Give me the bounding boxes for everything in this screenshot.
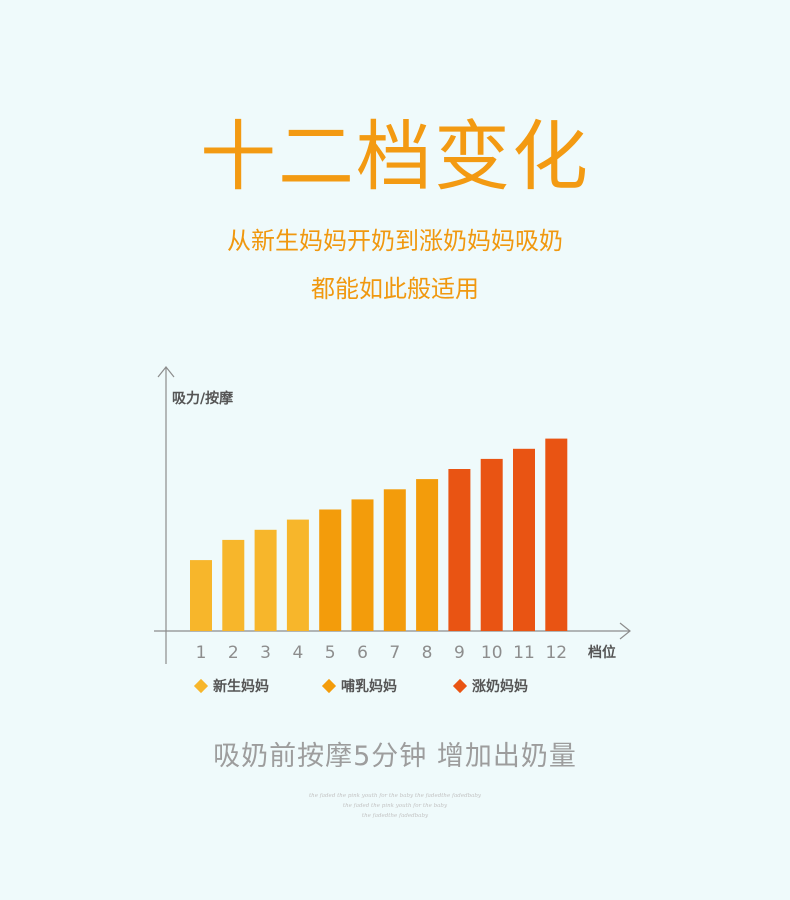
x-tick-label: 5 — [325, 643, 336, 663]
y-axis-label: 吸力/按摩 — [172, 390, 234, 407]
x-tick-label: 4 — [292, 643, 303, 663]
tagline: 吸奶前按摩5分钟 增加出奶量 — [213, 741, 577, 772]
bar-level-1 — [190, 560, 212, 631]
x-tick-labels: 1 2 3 4 5 6 7 8 9 10 11 12 — [196, 643, 568, 663]
bar-level-7 — [383, 489, 406, 632]
bar-level-9 — [448, 469, 471, 631]
page-title: 十二档变化 — [200, 112, 590, 201]
x-tick-label: 11 — [513, 643, 535, 663]
x-tick-label: 12 — [545, 643, 567, 663]
x-tick-label: 1 — [196, 643, 207, 663]
x-tick-label: 10 — [481, 643, 503, 663]
legend-label: 新生妈妈 — [213, 678, 269, 695]
subtitle-line-1: 从新生妈妈开奶到涨奶妈妈吸奶 — [227, 227, 563, 255]
bar-level-2 — [222, 539, 245, 631]
bar-level-12 — [545, 438, 568, 631]
legend-marker-icon — [452, 678, 468, 694]
subtitle-line-2: 都能如此般适用 — [311, 275, 479, 303]
fine-print-line-3: the fadedthe fadedbaby — [361, 813, 429, 819]
x-tick-label: 2 — [228, 643, 239, 663]
y-axis-arrow — [157, 366, 175, 378]
x-tick-label: 3 — [260, 643, 271, 663]
decorative-fine-print: the faded the pink youth for the baby th… — [0, 791, 790, 821]
fine-print-line-2: the faded the pink youth for the baby — [342, 803, 448, 809]
x-tick-label: 7 — [389, 643, 400, 663]
x-tick-label: 9 — [454, 643, 465, 663]
x-axis-arrow — [619, 622, 631, 640]
bar-level-8 — [416, 479, 439, 631]
chart-legend: 新生妈妈 哺乳妈妈 涨奶妈妈 — [193, 678, 528, 695]
legend-label: 哺乳妈妈 — [341, 678, 397, 695]
legend-marker-icon — [193, 678, 209, 694]
bar-level-5 — [319, 509, 342, 631]
bar-level-4 — [286, 519, 309, 631]
legend-label: 涨奶妈妈 — [472, 678, 528, 695]
x-tick-label: 8 — [422, 643, 433, 663]
x-tick-label: 6 — [357, 643, 368, 663]
bar-level-10 — [480, 458, 503, 631]
bar-level-3 — [254, 529, 277, 632]
bar-level-6 — [351, 499, 374, 631]
bar-level-11 — [513, 448, 535, 632]
x-axis-label: 档位 — [588, 644, 616, 661]
fine-print-line-1: the faded the pink youth for the baby th… — [308, 793, 482, 799]
bar-group — [190, 438, 568, 632]
legend-marker-icon — [321, 678, 337, 694]
